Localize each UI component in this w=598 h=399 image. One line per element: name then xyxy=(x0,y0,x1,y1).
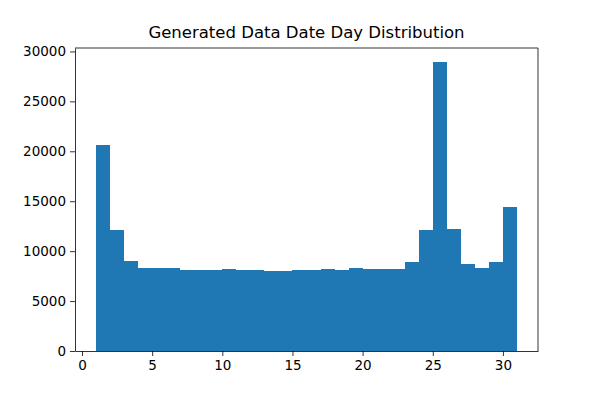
tick: 0 xyxy=(78,351,87,373)
bar xyxy=(391,269,405,351)
bar xyxy=(461,264,475,351)
bar xyxy=(292,270,306,351)
bars xyxy=(96,62,517,351)
tick-label: 15000 xyxy=(23,193,66,209)
tick-mark xyxy=(292,351,293,356)
tick: 20 xyxy=(355,351,372,373)
tick-label: 0 xyxy=(78,357,87,373)
bar xyxy=(180,270,194,351)
tick-mark xyxy=(363,351,364,356)
bar xyxy=(250,270,264,351)
tick-mark xyxy=(70,251,75,252)
bar xyxy=(433,62,447,351)
bar xyxy=(264,271,278,351)
tick-label: 30000 xyxy=(23,43,66,59)
tick-mark xyxy=(70,101,75,102)
tick-mark xyxy=(152,351,153,356)
tick-mark xyxy=(433,351,434,356)
tick-label: 20 xyxy=(355,357,372,373)
bar xyxy=(321,269,335,351)
bar xyxy=(222,269,236,351)
bar xyxy=(208,270,222,351)
bar xyxy=(405,262,419,351)
frame xyxy=(75,48,538,49)
tick: 30 xyxy=(495,351,512,373)
bar xyxy=(363,269,377,351)
tick-mark xyxy=(222,351,223,356)
bar xyxy=(278,271,292,351)
tick-label: 25 xyxy=(425,357,442,373)
tick: 10 xyxy=(214,351,231,373)
bar xyxy=(124,261,138,351)
tick-mark xyxy=(82,351,83,356)
bar xyxy=(110,230,124,351)
chart: 0 5 10 15 20 25 30 0 5000 10000 15000 20000 25000 300… xyxy=(0,0,598,399)
tick: 15 xyxy=(284,351,301,373)
tick-label: 0 xyxy=(57,343,66,359)
tick-mark xyxy=(70,51,75,52)
tick: 0 xyxy=(57,343,75,359)
bar xyxy=(447,229,461,351)
tick-mark xyxy=(503,351,504,356)
bar xyxy=(489,262,503,351)
tick-mark xyxy=(70,201,75,202)
tick: 30000 xyxy=(23,43,75,59)
bar xyxy=(166,268,180,351)
tick: 15000 xyxy=(23,193,75,209)
title: Generated Data Date Day Distribution xyxy=(148,23,464,42)
axis-line xyxy=(75,49,76,352)
tick-label: 5000 xyxy=(32,293,66,309)
tick-mark xyxy=(70,351,75,352)
tick-label: 20000 xyxy=(23,143,66,159)
bar xyxy=(307,270,321,351)
tick-label: 30 xyxy=(495,357,512,373)
tick-mark xyxy=(70,301,75,302)
axis-line xyxy=(76,351,539,352)
tick-label: 10 xyxy=(214,357,231,373)
bar xyxy=(419,230,433,351)
bar xyxy=(475,268,489,351)
bar xyxy=(349,268,363,351)
bar xyxy=(503,207,517,351)
tick: 5000 xyxy=(32,293,75,309)
bar xyxy=(138,268,152,351)
x-axis: 0 5 10 15 20 25 30 xyxy=(76,351,539,373)
tick-label: 15 xyxy=(284,357,301,373)
tick: 20000 xyxy=(23,143,75,159)
bar xyxy=(236,270,250,351)
tick-label: 25000 xyxy=(23,93,66,109)
tick-mark xyxy=(70,151,75,152)
tick: 10000 xyxy=(23,243,75,259)
tick-label: 10000 xyxy=(23,243,66,259)
y-axis: 0 5000 10000 15000 20000 25000 30000 xyxy=(23,43,75,359)
tick: 25 xyxy=(425,351,442,373)
frame xyxy=(538,48,539,351)
tick: 5 xyxy=(148,351,157,373)
tick: 25000 xyxy=(23,93,75,109)
bar xyxy=(152,268,166,351)
plot: 0 5 10 15 20 25 30 0 5000 10000 15000 20000 25000 300… xyxy=(23,43,538,372)
bar xyxy=(96,145,110,351)
bar xyxy=(335,270,349,351)
bar xyxy=(377,269,391,351)
bar xyxy=(194,270,208,351)
tick-label: 5 xyxy=(148,357,157,373)
